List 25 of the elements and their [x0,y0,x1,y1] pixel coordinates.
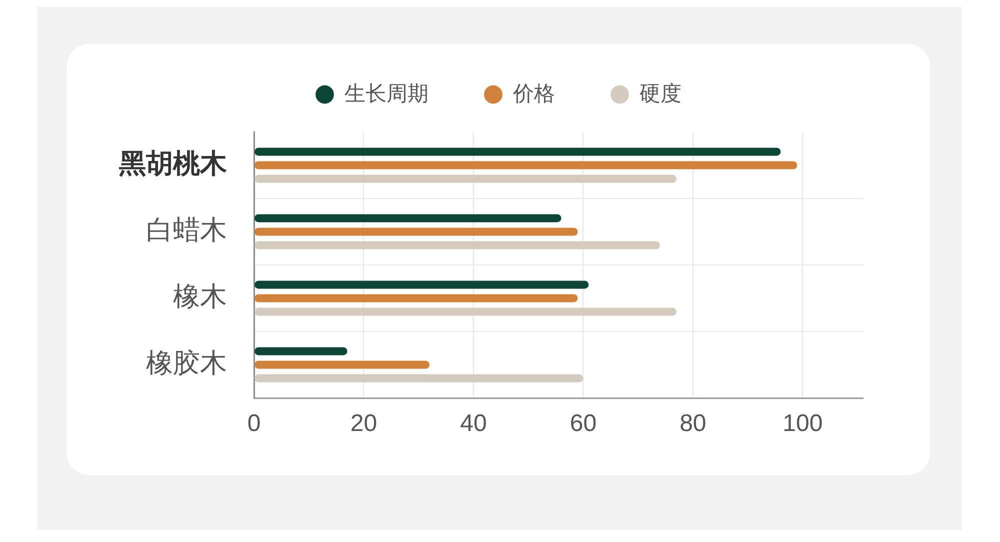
bar [254,308,676,316]
bar [254,360,430,369]
bar [254,347,348,356]
y-tick-label: 橡胶木 [146,348,227,378]
legend-label: 生长周期 [344,82,428,106]
x-tick-label: 20 [350,410,378,438]
y-tick-label: 白蜡木 [146,215,227,246]
bar [254,161,798,170]
legend-label: 价格 [512,82,555,106]
x-tick-label: 0 [247,410,261,438]
bar [254,294,578,302]
bar [254,241,660,250]
x-tick-label: 60 [570,410,597,438]
bar [254,280,589,289]
bar [254,374,584,382]
legend-label: 硬度 [639,82,682,106]
bar [254,228,578,236]
bar [254,214,562,222]
y-tick-label: 橡木 [173,282,227,312]
x-tick-label: 80 [680,410,706,438]
bar [254,148,781,156]
x-tick-label: 40 [460,410,487,438]
bar [254,174,676,183]
x-tick-label: 100 [782,410,823,438]
y-tick-label: 黑胡桃木 [118,148,228,179]
